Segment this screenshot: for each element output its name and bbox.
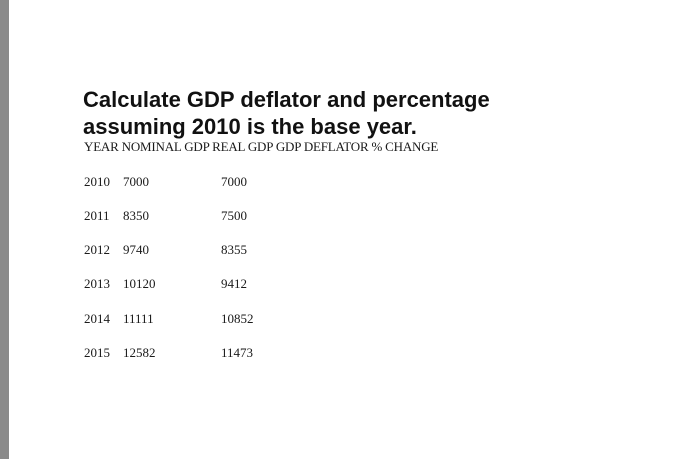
year-cell: 2010 [84,174,110,189]
nominal-gdp-cell: 7000 [123,174,149,189]
nominal-gdp-cell: 8350 [123,208,149,223]
real-gdp-cell: 9412 [221,276,247,291]
question-title: Calculate GDP deflator and percentage as… [83,86,490,140]
title-line-2: assuming 2010 is the base year. [83,114,417,139]
year-cell: 2011 [84,208,110,223]
real-gdp-cell: 7500 [221,208,247,223]
real-gdp-cell: 10852 [221,311,254,326]
real-gdp-cell: 8355 [221,242,247,257]
nominal-gdp-cell: 11111 [123,311,154,326]
year-cell: 2012 [84,242,110,257]
table-header: YEAR NOMINAL GDP REAL GDP GDP DEFLATOR %… [84,139,439,154]
nominal-gdp-cell: 9740 [123,242,149,257]
real-gdp-cell: 7000 [221,174,247,189]
real-gdp-cell: 11473 [221,345,254,360]
year-cell: 2014 [84,311,110,326]
year-cell: 2013 [84,276,110,291]
nominal-gdp-cell: 12582 [123,345,156,360]
left-edge-bar [0,0,9,459]
nominal-gdp-cell: 10120 [123,276,156,291]
title-line-1: Calculate GDP deflator and percentage [83,87,490,112]
year-cell: 2015 [84,345,110,360]
